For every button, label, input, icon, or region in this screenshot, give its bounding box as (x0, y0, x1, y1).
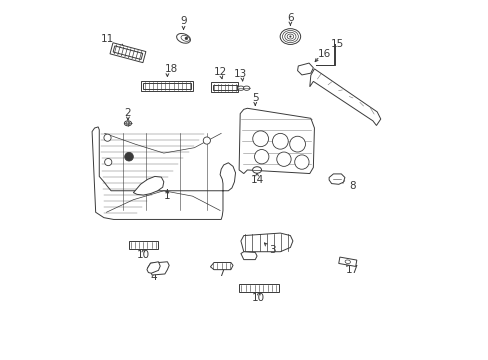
Ellipse shape (176, 33, 190, 43)
Text: 11: 11 (101, 35, 114, 44)
Polygon shape (128, 241, 158, 249)
Ellipse shape (252, 167, 261, 173)
Text: 4: 4 (150, 272, 157, 282)
Polygon shape (133, 176, 163, 195)
Polygon shape (212, 85, 236, 90)
Polygon shape (309, 69, 380, 126)
Ellipse shape (237, 86, 244, 90)
Polygon shape (241, 233, 292, 252)
Polygon shape (147, 262, 169, 275)
Polygon shape (328, 174, 344, 184)
Ellipse shape (286, 34, 293, 39)
Text: 17: 17 (345, 265, 358, 275)
Text: 3: 3 (268, 245, 275, 255)
Circle shape (104, 158, 112, 166)
Circle shape (104, 134, 111, 141)
Ellipse shape (181, 35, 189, 41)
Polygon shape (92, 127, 235, 220)
Circle shape (294, 155, 308, 169)
Text: 10: 10 (252, 293, 265, 303)
Polygon shape (110, 43, 145, 63)
Text: 16: 16 (317, 49, 330, 59)
Text: 2: 2 (124, 108, 131, 118)
Polygon shape (141, 81, 193, 91)
Polygon shape (113, 46, 142, 59)
Ellipse shape (282, 31, 298, 42)
Text: 1: 1 (164, 191, 170, 201)
Ellipse shape (345, 260, 350, 264)
Polygon shape (297, 63, 313, 75)
Text: 13: 13 (234, 69, 247, 79)
Ellipse shape (284, 32, 295, 41)
Polygon shape (147, 262, 160, 273)
Polygon shape (143, 83, 191, 89)
Circle shape (272, 134, 287, 149)
Polygon shape (211, 82, 238, 93)
Ellipse shape (126, 122, 130, 125)
Text: 14: 14 (250, 175, 263, 185)
Text: 18: 18 (164, 64, 177, 74)
Text: 8: 8 (348, 181, 355, 192)
Circle shape (203, 137, 210, 144)
Circle shape (276, 152, 290, 166)
Ellipse shape (280, 29, 300, 44)
Ellipse shape (243, 86, 249, 90)
Text: 9: 9 (180, 17, 186, 27)
Text: 7: 7 (218, 267, 224, 278)
Circle shape (289, 36, 291, 38)
Polygon shape (241, 252, 257, 260)
Circle shape (289, 136, 305, 152)
Polygon shape (239, 284, 278, 292)
Text: 6: 6 (286, 13, 293, 23)
Circle shape (124, 152, 133, 161)
Polygon shape (210, 262, 233, 270)
Circle shape (252, 131, 268, 147)
Text: 5: 5 (251, 93, 258, 103)
Text: 15: 15 (330, 40, 344, 49)
Text: 10: 10 (137, 249, 150, 260)
Circle shape (184, 37, 187, 40)
Polygon shape (239, 108, 314, 174)
Text: 12: 12 (213, 67, 226, 77)
Ellipse shape (124, 121, 131, 126)
Polygon shape (338, 257, 356, 266)
Circle shape (254, 149, 268, 164)
